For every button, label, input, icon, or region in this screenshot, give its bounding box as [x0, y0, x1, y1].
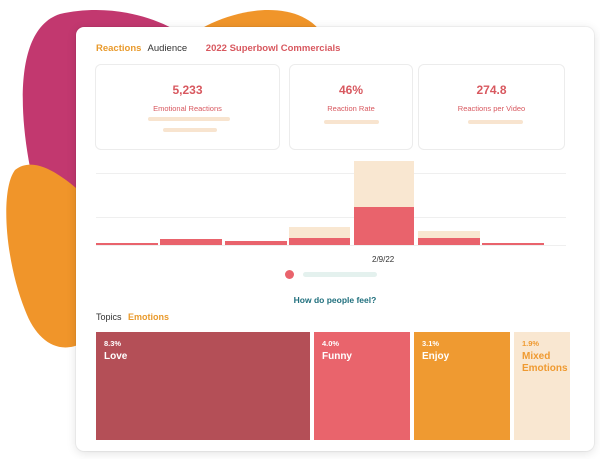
- histogram-bar[interactable]: [418, 238, 480, 245]
- emotion-percent: 3.1%: [422, 339, 440, 348]
- stat-value: 5,233: [172, 83, 203, 97]
- dataset-title: 2022 Superbowl Commercials: [205, 43, 341, 54]
- emotion-percent: 1.9%: [522, 339, 540, 348]
- timeline-handle[interactable]: [285, 270, 294, 279]
- stat-card-reactions-per-video: 274.8 Reactions per Video: [418, 64, 565, 150]
- emotion-name: Funny: [322, 351, 352, 362]
- histogram-bar[interactable]: [225, 241, 287, 245]
- stat-label: Reaction Rate: [327, 104, 375, 113]
- date-label: 2/9/22: [372, 255, 395, 264]
- histogram-bar[interactable]: [354, 207, 414, 245]
- placeholder-bar: [468, 120, 523, 124]
- emotion-name: Enjoy: [422, 351, 450, 362]
- tab-topics[interactable]: Topics: [96, 312, 122, 322]
- histogram-bar[interactable]: [289, 238, 350, 245]
- emotion-tile-love[interactable]: 8.3% Love: [96, 332, 310, 440]
- section-heading: How do people feel?: [293, 295, 377, 305]
- gridline: [96, 245, 566, 246]
- emotion-percent: 4.0%: [322, 339, 340, 348]
- top-tabs: Reactions Audience 2022 Superbowl Commer…: [96, 43, 344, 54]
- stat-card-reaction-rate: 46% Reaction Rate: [289, 64, 413, 150]
- timeline-slider-track[interactable]: [303, 272, 377, 277]
- placeholder-bar: [163, 128, 217, 132]
- stat-card-emotional-reactions: 5,233 Emotional Reactions: [95, 64, 280, 150]
- placeholder-bar: [148, 117, 230, 121]
- tab-reactions[interactable]: Reactions: [96, 43, 142, 54]
- emotion-tile-enjoy[interactable]: 3.1% Enjoy: [414, 332, 510, 440]
- emotion-tile-funny[interactable]: 4.0% Funny: [314, 332, 410, 440]
- stat-value: 46%: [338, 83, 364, 97]
- emotion-name: Mixed Emotions: [522, 351, 568, 374]
- reactions-histogram: [96, 157, 566, 249]
- histogram-bar[interactable]: [160, 239, 222, 245]
- gridline: [96, 173, 566, 174]
- feelings-tabs: Topics Emotions: [96, 312, 173, 322]
- histogram-bar-secondary[interactable]: [418, 231, 480, 238]
- stat-label: Reactions per Video: [457, 104, 526, 113]
- histogram-bar-secondary[interactable]: [354, 161, 414, 207]
- tab-emotions[interactable]: Emotions: [128, 312, 170, 322]
- gridline: [96, 217, 566, 218]
- histogram-bar[interactable]: [482, 243, 544, 245]
- emotion-tile-mixed-emotions[interactable]: 1.9% Mixed Emotions: [514, 332, 570, 440]
- dashboard-card: Reactions Audience 2022 Superbowl Commer…: [76, 27, 594, 451]
- placeholder-bar: [324, 120, 379, 124]
- emotion-name: Love: [104, 351, 128, 362]
- tab-audience[interactable]: Audience: [147, 43, 188, 54]
- histogram-bar-secondary[interactable]: [289, 227, 350, 238]
- emotion-percent: 8.3%: [104, 339, 122, 348]
- stat-value: 274.8: [476, 83, 507, 97]
- histogram-bar[interactable]: [96, 243, 158, 245]
- stat-label: Emotional Reactions: [153, 104, 222, 113]
